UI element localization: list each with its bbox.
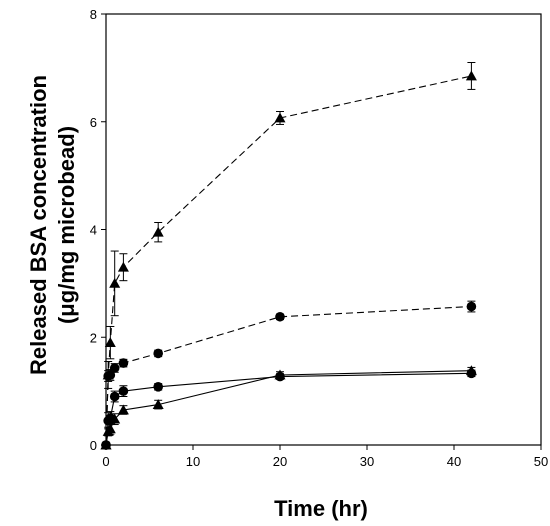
x-axis-title: Time (hr)	[274, 496, 368, 521]
series-1-line	[105, 305, 472, 446]
y-tick-label-2: 4	[90, 223, 97, 238]
y-tick-label-3: 6	[90, 115, 97, 130]
x-tick-label-2: 20	[273, 454, 287, 469]
series-0-line	[105, 75, 472, 446]
series-0-point-3	[109, 277, 121, 288]
series-1-point-7	[466, 301, 477, 312]
series-3-point-3	[109, 413, 121, 424]
series-1-point-3	[109, 363, 120, 373]
x-tick-label-5: 50	[534, 454, 548, 469]
series-2-point-4	[118, 386, 129, 396]
series-3-point-2	[104, 423, 116, 434]
series-3-point-0	[100, 439, 112, 450]
series-3-point-5	[152, 399, 164, 409]
y-axis-title-line1: Released BSA concentration	[26, 75, 51, 375]
series-2-point-3	[109, 391, 120, 402]
y-tick-label-1: 2	[90, 330, 97, 345]
series-3-point-6	[274, 369, 286, 380]
x-tick-label-4: 40	[447, 454, 461, 469]
series-0-point-7	[465, 70, 477, 81]
y-tick-label-4: 8	[90, 7, 97, 22]
series-1-point-5	[153, 348, 163, 359]
series-2-point-5	[153, 382, 163, 392]
series-0-point-2	[104, 337, 116, 347]
series-0-point-6	[274, 112, 286, 123]
series-1-point-4	[118, 358, 129, 368]
y-axis-title-line2: (μg/mg microbead)	[54, 126, 79, 324]
x-tick-label-3: 30	[360, 454, 374, 469]
x-tick-label-0: 0	[102, 454, 109, 469]
series-1-point-6	[275, 311, 285, 322]
plot-area: 0 10 20 30 40 50 0 2 4 6 8	[90, 7, 548, 469]
series-3-point-4	[117, 404, 129, 415]
series-0-point-5	[152, 226, 164, 237]
y-tick-label-0: 0	[90, 438, 97, 453]
series-3-point-7	[465, 365, 477, 376]
series-0-point-4	[117, 261, 129, 272]
x-tick-label-1: 10	[186, 454, 200, 469]
